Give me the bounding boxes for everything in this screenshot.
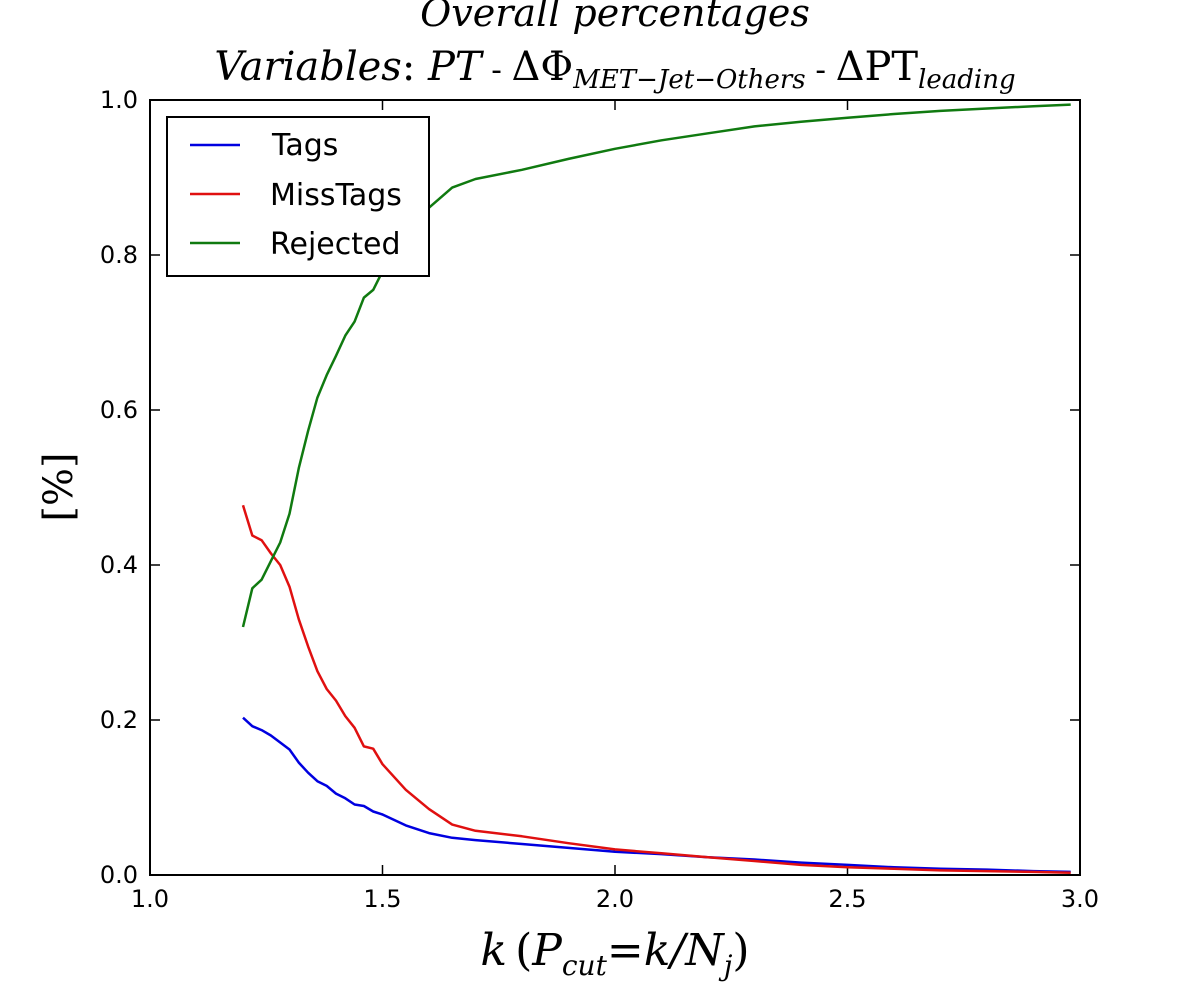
xlabel-open: ( xyxy=(515,925,532,976)
series-line-tags xyxy=(242,716,1071,874)
x-axis-label: k (Pcut=k/Nj) xyxy=(480,925,749,982)
y-tick-label-0.2: 0.2 xyxy=(100,706,138,734)
y-tick-label-0.8: 0.8 xyxy=(100,241,138,269)
title-var3-sub: leading xyxy=(918,65,1016,95)
xlabel-eq: = xyxy=(607,925,644,976)
title-var3-delta: ΔPT xyxy=(836,44,919,90)
legend-label-tags: Tags xyxy=(271,128,338,163)
title-sep1: - xyxy=(482,53,512,88)
legend: Tags MissTags Rejected xyxy=(166,116,430,277)
x-tick-label-1.5: 1.5 xyxy=(363,885,401,913)
y-tick-label-1.0: 1.0 xyxy=(100,86,138,114)
title-var1: PT xyxy=(427,44,485,90)
legend-label-misstags: MissTags xyxy=(270,178,402,213)
title-var2: ΔΦ xyxy=(512,44,574,90)
x-tick-label-3.0: 3.0 xyxy=(1061,885,1099,913)
xlabel-close: ) xyxy=(732,925,749,976)
series-line-misstags xyxy=(241,504,1071,874)
title-sep2: - xyxy=(806,53,836,88)
y-tick-labels: 0.0 0.2 0.4 0.6 0.8 1.0 xyxy=(100,86,138,889)
xlabel-P: P xyxy=(531,925,563,976)
y-axis-label: [%] xyxy=(36,452,82,521)
y-tick-label-0.0: 0.0 xyxy=(100,861,138,889)
x-tick-label-1.0: 1.0 xyxy=(131,885,169,913)
x-tick-label-2.5: 2.5 xyxy=(828,885,866,913)
xlabel-k: k xyxy=(480,925,507,976)
y-tick-label-0.6: 0.6 xyxy=(100,396,138,424)
legend-label-rejected: Rejected xyxy=(270,227,401,262)
chart-title-line2: Variables: PT - ΔΦMET−Jet−Others - ΔPTle… xyxy=(214,44,1015,95)
title-colon: : xyxy=(402,44,428,90)
chart-title-line1: Overall percentages xyxy=(420,0,810,35)
xlabel-rhs: k/N xyxy=(644,925,725,976)
title-prefix: Variables xyxy=(214,44,401,90)
x-tick-label-2.0: 2.0 xyxy=(596,885,634,913)
xlabel-P-sub: cut xyxy=(562,949,608,982)
x-tick-labels: 1.0 1.5 2.0 2.5 3.0 xyxy=(131,885,1099,913)
title-var2-sub: MET−Jet−Others xyxy=(572,65,805,95)
y-tick-label-0.4: 0.4 xyxy=(100,551,138,579)
legend-box xyxy=(166,116,430,277)
